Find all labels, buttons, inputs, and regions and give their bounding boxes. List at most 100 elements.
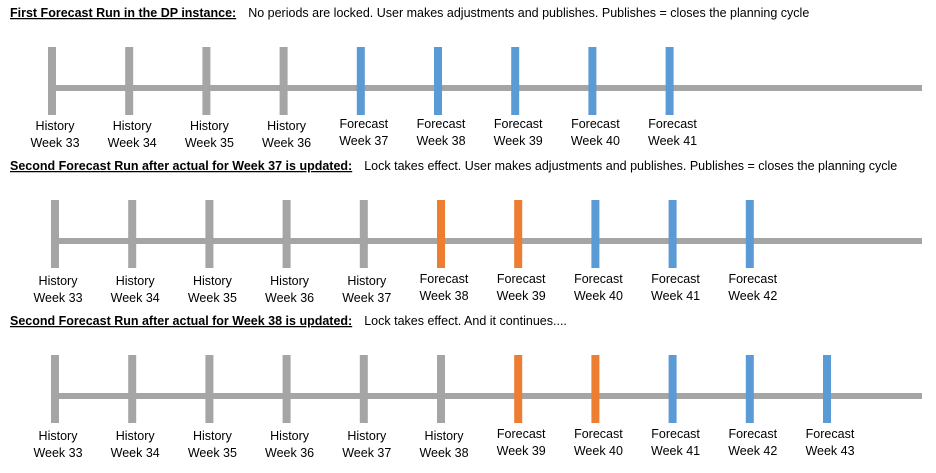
period-label: Week 38: [416, 134, 465, 148]
period-label: Week 36: [265, 446, 314, 460]
period-marker: [125, 47, 134, 115]
description-text: No periods are locked. User makes adjust…: [248, 6, 809, 20]
period-label: Forecast: [417, 117, 466, 131]
timeline-section: Second Forecast Run after actual for Wee…: [10, 314, 922, 460]
section-heading: First Forecast Run in the DP instance: No…: [10, 6, 809, 20]
timeline-axis: [55, 238, 922, 244]
period-label: Week 36: [265, 291, 314, 305]
period-label: Forecast: [806, 427, 855, 441]
period-marker: [588, 47, 597, 115]
timeline-section: First Forecast Run in the DP instance: No…: [10, 6, 922, 150]
period-label: Forecast: [728, 427, 777, 441]
period-marker: [279, 47, 288, 115]
period-label: Week 35: [188, 446, 237, 460]
period-label: Week 41: [651, 444, 700, 458]
period-label: History: [113, 119, 153, 133]
period-label: Week 40: [571, 134, 620, 148]
period-label: Week 34: [111, 446, 160, 460]
period-label: Week 39: [494, 134, 543, 148]
period-marker: [437, 355, 445, 423]
period-marker: [591, 355, 600, 423]
period-label: History: [36, 119, 76, 133]
period-marker: [128, 355, 137, 423]
period-label: Forecast: [571, 117, 620, 131]
period-marker: [823, 355, 831, 423]
period-label: Forecast: [574, 427, 623, 441]
timeline-axis: [55, 393, 922, 399]
period-marker: [128, 200, 137, 268]
period-marker: [434, 47, 442, 115]
period-label: Forecast: [494, 117, 543, 131]
heading-text: Second Forecast Run after actual for Wee…: [10, 314, 352, 328]
section-heading: Second Forecast Run after actual for Wee…: [10, 314, 567, 328]
period-marker: [205, 355, 214, 423]
period-label: Forecast: [497, 427, 546, 441]
period-label: History: [270, 274, 310, 288]
period-marker: [668, 355, 677, 423]
period-marker: [745, 200, 754, 268]
section-heading: Second Forecast Run after actual for Wee…: [10, 159, 897, 173]
description-text: Lock takes effect. And it continues....: [364, 314, 567, 328]
period-marker: [437, 200, 445, 268]
period-label: Week 37: [342, 446, 391, 460]
period-label: Week 37: [342, 291, 391, 305]
period-label: History: [347, 429, 387, 443]
period-label: History: [267, 119, 307, 133]
period-label: Week 39: [497, 289, 546, 303]
period-marker: [665, 47, 674, 115]
period-label: History: [116, 274, 156, 288]
period-marker: [511, 47, 520, 115]
heading-text: First Forecast Run in the DP instance:: [10, 6, 236, 20]
period-label: History: [116, 429, 156, 443]
period-marker: [514, 200, 523, 268]
period-label: History: [193, 274, 233, 288]
period-marker: [359, 355, 368, 423]
period-marker: [668, 200, 677, 268]
period-marker: [202, 47, 211, 115]
period-marker: [51, 200, 59, 268]
period-marker: [745, 355, 754, 423]
period-label: Week 34: [111, 291, 160, 305]
period-marker: [51, 355, 59, 423]
period-marker: [591, 200, 600, 268]
period-marker: [48, 47, 56, 115]
period-marker: [514, 355, 523, 423]
period-marker: [205, 200, 214, 268]
period-label: Week 38: [419, 446, 468, 460]
period-label: Week 37: [339, 134, 388, 148]
period-label: History: [190, 119, 230, 133]
period-label: Forecast: [651, 272, 700, 286]
period-label: History: [347, 274, 387, 288]
period-label: History: [270, 429, 310, 443]
period-label: Week 41: [651, 289, 700, 303]
period-label: Forecast: [728, 272, 777, 286]
heading-text: Second Forecast Run after actual for Wee…: [10, 159, 352, 173]
period-label: Week 35: [188, 291, 237, 305]
period-marker: [359, 200, 368, 268]
period-label: Week 41: [648, 134, 697, 148]
period-label: Forecast: [339, 117, 388, 131]
period-label: Week 43: [805, 444, 854, 458]
period-label: Week 33: [30, 136, 79, 150]
period-label: Forecast: [651, 427, 700, 441]
period-label: Forecast: [648, 117, 697, 131]
description-text: Lock takes effect. User makes adjustment…: [364, 159, 897, 173]
period-label: Week 34: [108, 136, 157, 150]
period-label: Week 40: [574, 444, 623, 458]
period-label: Forecast: [574, 272, 623, 286]
period-label: History: [39, 274, 79, 288]
period-label: Week 39: [497, 444, 546, 458]
period-label: Week 42: [728, 289, 777, 303]
period-label: Forecast: [497, 272, 546, 286]
period-marker: [282, 200, 291, 268]
period-label: Week 40: [574, 289, 623, 303]
period-label: History: [193, 429, 233, 443]
period-label: History: [425, 429, 465, 443]
period-label: Forecast: [420, 272, 469, 286]
timeline-axis: [52, 85, 922, 91]
period-label: History: [39, 429, 79, 443]
timeline-section: Second Forecast Run after actual for Wee…: [10, 159, 922, 305]
period-label: Week 42: [728, 444, 777, 458]
period-marker: [356, 47, 365, 115]
